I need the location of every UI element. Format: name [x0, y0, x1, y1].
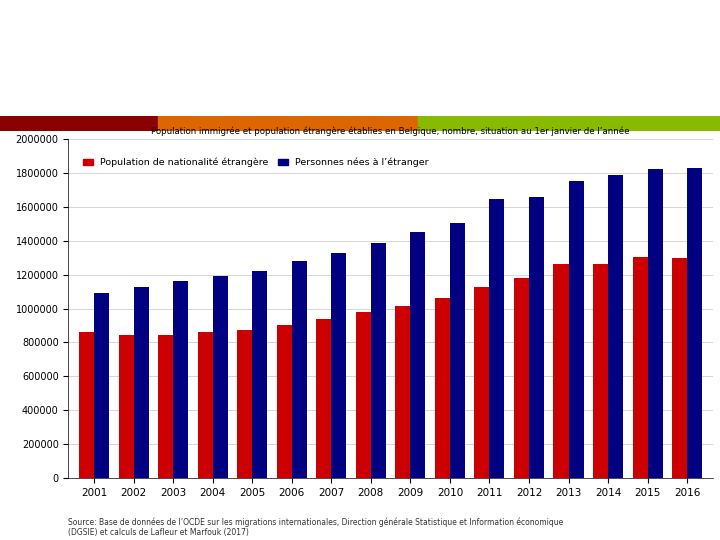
Bar — [569, 181, 583, 478]
Bar — [174, 281, 188, 478]
Bar — [94, 293, 109, 478]
Bar — [316, 319, 331, 478]
Bar — [554, 264, 569, 478]
Bar — [647, 169, 662, 478]
Bar — [450, 223, 465, 478]
Title: Population immigrée et population étrangère établies en Belgique, nombre, situat: Population immigrée et population étrang… — [151, 126, 630, 136]
Text: Source: Base de données de l’OCDE sur les migrations internationales, Direction : Source: Base de données de l’OCDE sur le… — [68, 517, 564, 537]
Bar — [0, 116, 158, 131]
Bar — [529, 197, 544, 478]
Bar — [158, 116, 418, 131]
Bar — [410, 232, 426, 478]
Bar — [418, 116, 720, 131]
Bar — [356, 312, 371, 478]
Bar — [633, 257, 647, 478]
Bar — [371, 244, 386, 478]
Bar — [198, 332, 212, 478]
Bar — [514, 278, 529, 478]
Legend: Population de nationalité étrangère, Personnes nées à l’étranger: Population de nationalité étrangère, Per… — [80, 154, 433, 171]
Text: Population immigrée et population étrangère établies en
Belgique, nombre, situat: Population immigrée et population étrang… — [23, 33, 697, 83]
Bar — [237, 330, 252, 478]
Bar — [212, 276, 228, 478]
Bar — [79, 332, 94, 478]
Bar — [119, 335, 134, 478]
Bar — [672, 258, 687, 478]
Bar — [435, 298, 450, 478]
Bar — [395, 306, 410, 478]
Bar — [593, 264, 608, 478]
Bar — [158, 335, 174, 478]
Bar — [490, 199, 505, 478]
Bar — [331, 253, 346, 478]
Bar — [134, 287, 148, 478]
Bar — [474, 287, 490, 478]
Bar — [252, 271, 267, 478]
Bar — [608, 175, 623, 478]
Bar — [292, 261, 307, 478]
Bar — [276, 325, 292, 478]
Bar — [687, 168, 702, 478]
